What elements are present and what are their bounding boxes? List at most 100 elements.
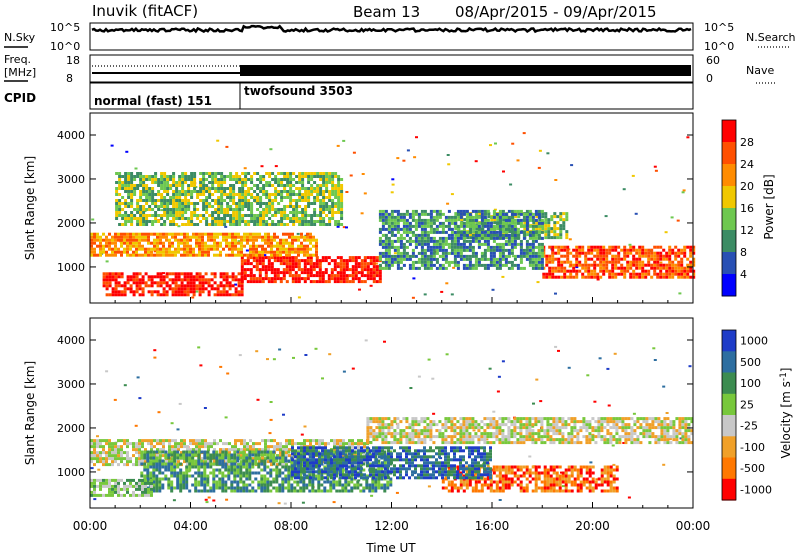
heatmap-cell bbox=[337, 265, 340, 268]
heatmap-cell bbox=[136, 172, 139, 175]
heatmap-cell bbox=[175, 217, 178, 220]
heatmap-cell bbox=[289, 265, 292, 268]
heatmap-cell bbox=[473, 429, 476, 431]
heatmap-cell bbox=[463, 243, 466, 246]
heatmap-cell bbox=[280, 259, 283, 262]
heatmap-cell bbox=[273, 233, 276, 236]
heatmap-cell bbox=[255, 350, 258, 352]
heatmap-cell bbox=[674, 252, 677, 255]
heatmap-cell bbox=[334, 184, 337, 187]
heatmap-cell bbox=[379, 243, 382, 246]
heatmap-cell bbox=[575, 270, 578, 273]
heatmap-cell bbox=[656, 273, 659, 276]
heatmap-cell bbox=[421, 225, 424, 228]
heatmap-cell bbox=[463, 255, 466, 258]
heatmap-cell bbox=[259, 259, 262, 262]
heatmap-cell bbox=[415, 267, 418, 270]
heatmap-cell bbox=[175, 293, 178, 296]
nsearch-tick-bottom: 10^0 bbox=[704, 40, 734, 53]
heatmap-cell bbox=[242, 475, 245, 478]
heatmap-cell bbox=[114, 248, 117, 251]
heatmap-cell bbox=[276, 242, 279, 245]
heatmap-cell bbox=[141, 236, 144, 239]
heatmap-cell bbox=[415, 234, 418, 237]
heatmap-cell bbox=[93, 236, 96, 239]
heatmap-cell bbox=[151, 275, 154, 278]
heatmap-cell bbox=[538, 249, 541, 252]
heatmap-cell bbox=[584, 261, 587, 264]
heatmap-cell bbox=[331, 202, 334, 205]
heatmap-cell bbox=[245, 466, 248, 469]
heatmap-cell bbox=[184, 193, 187, 196]
heatmap-cell bbox=[161, 472, 164, 475]
heatmap-cell bbox=[345, 442, 348, 445]
heatmap-cell bbox=[541, 210, 544, 213]
heatmap-cell bbox=[596, 255, 599, 258]
heatmap-cell bbox=[337, 187, 340, 190]
heatmap-cell bbox=[184, 278, 187, 281]
heatmap-cell bbox=[288, 254, 291, 257]
heatmap-cell bbox=[237, 254, 240, 257]
heatmap-cell bbox=[587, 267, 590, 270]
heatmap-cell bbox=[151, 190, 154, 193]
heatmap-cell bbox=[388, 237, 391, 240]
heatmap-cell bbox=[292, 178, 295, 181]
heatmap-cell bbox=[520, 267, 523, 270]
heatmap-cell bbox=[246, 445, 249, 448]
heatmap-cell bbox=[151, 175, 154, 178]
heatmap-cell bbox=[268, 211, 271, 214]
heatmap-cell bbox=[135, 242, 138, 245]
heatmap-cell bbox=[322, 181, 325, 184]
heatmap-cell bbox=[240, 239, 243, 242]
heatmap-cell bbox=[454, 237, 457, 240]
heatmap-cell bbox=[121, 223, 124, 226]
heatmap-cell bbox=[288, 439, 291, 442]
heatmap-cell bbox=[247, 178, 250, 181]
heatmap-cell bbox=[168, 248, 171, 251]
heatmap-cell bbox=[194, 454, 197, 457]
heatmap-cell bbox=[472, 222, 475, 225]
heatmap-cell bbox=[173, 454, 176, 457]
heatmap-cell bbox=[218, 460, 221, 463]
heatmap-cell bbox=[532, 243, 535, 246]
heatmap-cell bbox=[406, 231, 409, 234]
heatmap-cell bbox=[472, 249, 475, 252]
heatmap-cell bbox=[566, 258, 569, 261]
heatmap-cell bbox=[135, 251, 138, 254]
heatmap-cell bbox=[158, 411, 161, 413]
heatmap-cell bbox=[232, 187, 235, 190]
heatmap-cell bbox=[280, 217, 283, 220]
heatmap-cell bbox=[238, 175, 241, 178]
heatmap-cell bbox=[172, 193, 175, 196]
heatmap-cell bbox=[303, 248, 306, 251]
heatmap-cell bbox=[115, 202, 118, 205]
heatmap-cell bbox=[226, 275, 229, 278]
heatmap-cell bbox=[126, 445, 129, 448]
heatmap-cell bbox=[243, 233, 246, 236]
heatmap-cell bbox=[394, 258, 397, 261]
heatmap-cell bbox=[214, 190, 217, 193]
heatmap-cell bbox=[355, 265, 358, 268]
heatmap-cell bbox=[427, 234, 430, 237]
heatmap-cell bbox=[172, 208, 175, 211]
heatmap-cell bbox=[313, 214, 316, 217]
heatmap-cell bbox=[114, 233, 117, 236]
heatmap-cell bbox=[351, 439, 354, 442]
heatmap-cell bbox=[220, 184, 223, 187]
heatmap-cell bbox=[563, 246, 566, 249]
heatmap-cell bbox=[155, 451, 158, 454]
heatmap-cell bbox=[291, 239, 294, 242]
heatmap-cell bbox=[111, 454, 114, 457]
heatmap-cell bbox=[174, 254, 177, 257]
heatmap-cell bbox=[433, 210, 436, 213]
heatmap-cell bbox=[176, 487, 179, 490]
heatmap-cell bbox=[340, 223, 343, 226]
heatmap-cell bbox=[226, 272, 229, 275]
heatmap-cell bbox=[535, 210, 538, 213]
heatmap-cell bbox=[484, 222, 487, 225]
heatmap-cell bbox=[177, 233, 180, 236]
heatmap-cell bbox=[635, 267, 638, 270]
heatmap-cell bbox=[349, 256, 352, 259]
colorbar-swatch bbox=[722, 230, 736, 253]
heatmap-cell bbox=[157, 214, 160, 217]
